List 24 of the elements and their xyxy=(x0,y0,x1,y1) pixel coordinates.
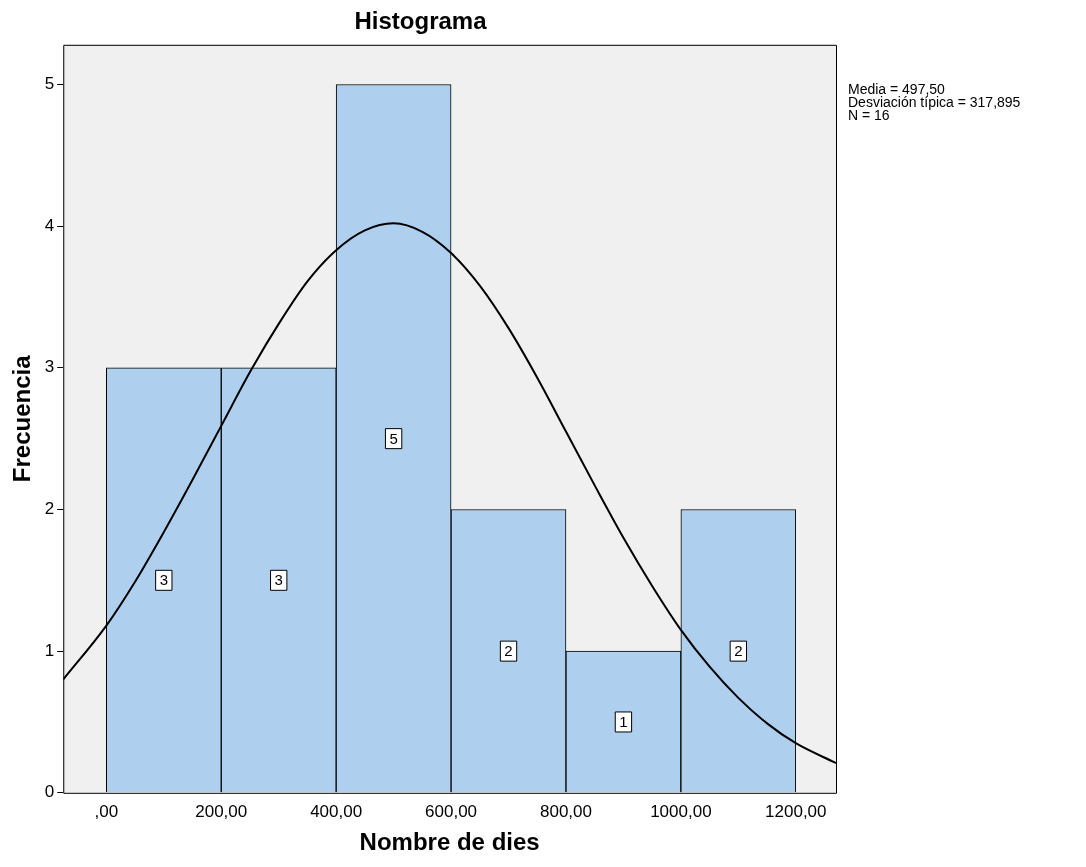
y-tick-label: 4 xyxy=(44,215,55,235)
x-tick-label: ,00 xyxy=(94,801,119,821)
x-tick-label: 1200,00 xyxy=(765,801,827,821)
x-axis-title: Nombre de dies xyxy=(359,828,540,856)
text: Media = 497,50 xyxy=(848,80,946,97)
y-axis-title: Frecuencia xyxy=(8,354,36,483)
y-tick-label: 2 xyxy=(44,499,55,519)
x-tick-label: 800,00 xyxy=(539,801,592,821)
data-label: 1 xyxy=(619,713,628,731)
data-label: 3 xyxy=(274,571,283,589)
x-tick-label: 400,00 xyxy=(310,801,363,821)
x-tick-label: 200,00 xyxy=(195,801,248,821)
x-tick-label: 1000,00 xyxy=(650,801,712,821)
y-tick-label: 0 xyxy=(44,782,55,802)
data-label: 3 xyxy=(159,571,168,589)
x-tick-label: 600,00 xyxy=(425,801,478,821)
text: N = 16 xyxy=(848,106,890,123)
data-label: 5 xyxy=(389,429,398,447)
y-tick-label: 1 xyxy=(44,640,55,660)
data-label: 2 xyxy=(734,642,743,660)
y-tick-label: 5 xyxy=(44,74,55,94)
y-tick-label: 3 xyxy=(44,357,55,377)
chart-title: Histograma xyxy=(354,7,488,35)
data-label: 2 xyxy=(504,642,513,660)
